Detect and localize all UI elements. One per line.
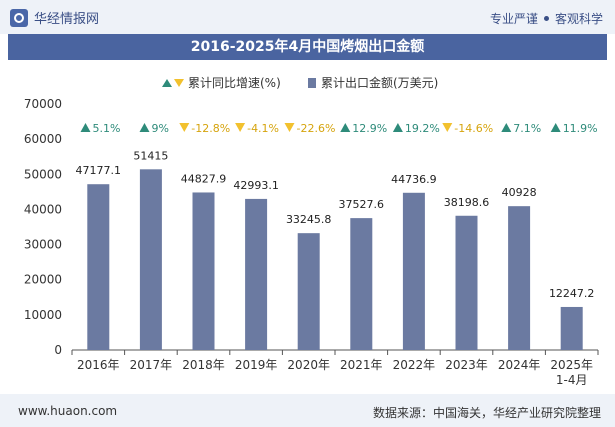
legend-down-triangle-icon bbox=[174, 79, 184, 87]
bar-value-label: 37527.6 bbox=[339, 198, 385, 211]
growth-value-label: -22.6% bbox=[297, 122, 336, 135]
bar-value-label: 47177.1 bbox=[76, 164, 122, 177]
x-tick-label: 2020年 bbox=[287, 358, 330, 372]
y-tick-label: 30000 bbox=[24, 238, 62, 252]
growth-value-label: 12.9% bbox=[352, 122, 387, 135]
bar-value-label: 51415 bbox=[133, 149, 168, 162]
bar bbox=[455, 215, 478, 350]
bar-value-label: 40928 bbox=[502, 186, 537, 199]
growth-down-triangle-icon bbox=[235, 123, 246, 132]
growth-up-triangle-icon bbox=[550, 123, 561, 132]
y-tick-label: 20000 bbox=[24, 273, 62, 287]
bar bbox=[560, 306, 583, 350]
bar-value-label: 12247.2 bbox=[549, 287, 595, 300]
bar bbox=[139, 169, 162, 350]
y-tick-label: 10000 bbox=[24, 308, 62, 322]
legend-value-label: 累计出口金额(万美元) bbox=[321, 75, 438, 90]
growth-up-triangle-icon bbox=[392, 123, 403, 132]
growth-value-label: -14.6% bbox=[454, 122, 493, 135]
y-tick-label: 60000 bbox=[24, 132, 62, 146]
growth-up-triangle-icon bbox=[340, 123, 351, 132]
x-tick-label: 2017年 bbox=[130, 358, 173, 372]
tagline: 专业严谨 客观科学 bbox=[490, 10, 603, 27]
bar-value-label: 33245.8 bbox=[286, 213, 332, 226]
bar bbox=[297, 233, 320, 350]
growth-up-triangle-icon bbox=[501, 123, 512, 132]
growth-down-triangle-icon bbox=[179, 123, 190, 132]
chart-title: 2016-2025年4月中国烤烟出口金额 bbox=[8, 34, 607, 60]
x-tick-label: 2022年 bbox=[393, 358, 436, 372]
growth-value-label: 5.1% bbox=[93, 122, 121, 135]
x-tick-label: 2021年 bbox=[340, 358, 383, 372]
tagline-right: 客观科学 bbox=[554, 12, 603, 26]
data-source: 数据来源：中国海关，华经产业研究院整理 bbox=[372, 406, 601, 420]
growth-up-triangle-icon bbox=[80, 123, 91, 132]
bar-value-label: 44827.9 bbox=[181, 172, 227, 185]
top-bar: 华经情报网 专业严谨 客观科学 bbox=[0, 0, 615, 34]
logo-icon bbox=[10, 8, 28, 27]
bar-value-label: 42993.1 bbox=[233, 179, 279, 192]
chart-svg: 累计同比增速(%) 累计出口金额(万美元) 0 10000 20000 30000 4000… bbox=[24, 75, 599, 387]
growth-value-label: 19.2% bbox=[405, 122, 440, 135]
site-url: www.huaon.com bbox=[18, 404, 118, 418]
growth-value-label: -12.8% bbox=[191, 122, 230, 135]
x-tick-label: 2023年 bbox=[445, 358, 488, 372]
y-tick-label: 70000 bbox=[24, 97, 62, 111]
growth-value-label: 9% bbox=[152, 122, 169, 135]
bar bbox=[87, 184, 110, 350]
x-tick-label: 2019年 bbox=[235, 358, 278, 372]
growth-value-label: -4.1% bbox=[247, 122, 279, 135]
brand-name: 华经情报网 bbox=[34, 12, 100, 27]
growth-value-label: 11.9% bbox=[563, 122, 598, 135]
legend-up-triangle-icon bbox=[162, 79, 172, 87]
growth-down-triangle-icon bbox=[442, 123, 453, 132]
x-tick-label: 2024年 bbox=[498, 358, 541, 372]
bottom-bar: www.huaon.com 数据来源：中国海关，华经产业研究院整理 bbox=[0, 394, 615, 427]
bar bbox=[508, 206, 531, 350]
y-tick-label: 50000 bbox=[24, 167, 62, 181]
x-tick-label: 2016年 bbox=[77, 358, 120, 372]
y-tick-label: 40000 bbox=[24, 202, 62, 216]
brand: 华经情报网 bbox=[10, 8, 99, 27]
x-tick-label: 2025年 bbox=[550, 358, 593, 372]
growth-up-triangle-icon bbox=[139, 123, 150, 132]
bar-value-label: 44736.9 bbox=[391, 173, 437, 186]
bar bbox=[402, 192, 425, 350]
x-tick-label: 2018年 bbox=[182, 358, 225, 372]
separator-dot bbox=[543, 16, 549, 21]
tagline-left: 专业严谨 bbox=[489, 12, 538, 26]
bar-value-label: 38198.6 bbox=[444, 196, 490, 209]
growth-value-label: 7.1% bbox=[513, 122, 541, 135]
legend-bar-swatch bbox=[308, 78, 316, 88]
growth-down-triangle-icon bbox=[284, 123, 295, 132]
bar bbox=[350, 218, 373, 350]
y-tick-label: 0 bbox=[54, 343, 62, 357]
bar bbox=[192, 192, 215, 350]
bar bbox=[245, 198, 268, 350]
legend-growth-label: 累计同比增速(%) bbox=[188, 76, 281, 90]
x-tick-label: 1-4月 bbox=[556, 373, 588, 387]
